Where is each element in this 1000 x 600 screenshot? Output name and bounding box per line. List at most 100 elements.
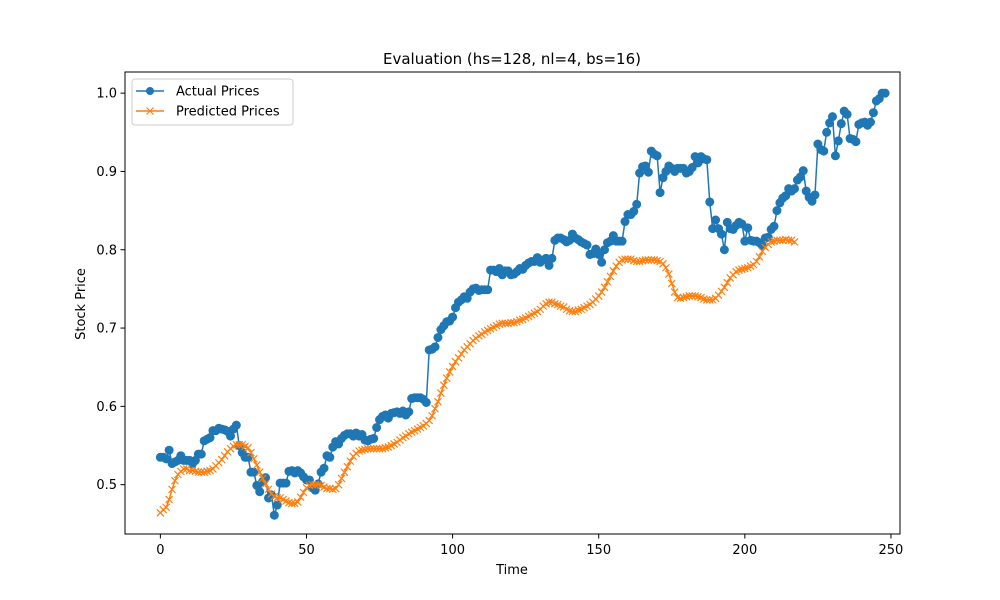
data-point bbox=[609, 266, 618, 275]
x-tick-label: 0 bbox=[156, 543, 164, 558]
data-point bbox=[643, 167, 653, 177]
data-point bbox=[664, 270, 673, 278]
data-point bbox=[287, 499, 296, 508]
data-point bbox=[763, 232, 773, 242]
data-point bbox=[442, 374, 451, 383]
x-tick-label: 50 bbox=[298, 543, 315, 558]
data-point bbox=[231, 420, 241, 430]
data-point bbox=[161, 454, 171, 464]
data-point bbox=[582, 240, 592, 250]
data-point bbox=[819, 146, 829, 156]
data-point bbox=[372, 423, 382, 433]
data-point bbox=[836, 119, 846, 129]
data-point bbox=[868, 108, 878, 118]
data-point bbox=[705, 295, 714, 304]
data-point bbox=[644, 256, 653, 264]
y-tick-label: 1.0 bbox=[96, 87, 117, 102]
data-point bbox=[702, 155, 712, 165]
data-point bbox=[650, 256, 659, 264]
data-point bbox=[448, 362, 457, 371]
data-point bbox=[334, 480, 343, 489]
x-tick-label: 100 bbox=[440, 543, 465, 558]
data-point bbox=[621, 255, 629, 264]
data-point bbox=[661, 263, 670, 272]
data-point bbox=[740, 264, 749, 273]
data-point bbox=[606, 272, 615, 281]
y-axis-label: Stock Price bbox=[74, 268, 89, 340]
data-point bbox=[308, 480, 317, 489]
plot-area bbox=[124, 71, 901, 535]
data-point bbox=[337, 474, 346, 483]
data-point bbox=[600, 283, 609, 292]
data-point bbox=[244, 443, 252, 452]
data-point bbox=[314, 480, 323, 489]
data-point bbox=[369, 444, 378, 453]
data-point bbox=[346, 457, 355, 466]
legend-marker bbox=[146, 107, 154, 115]
data-point bbox=[255, 487, 265, 497]
data-point bbox=[723, 278, 732, 287]
data-point bbox=[343, 462, 352, 471]
legend: Actual Prices Predicted Prices bbox=[131, 78, 294, 126]
data-point bbox=[498, 319, 507, 328]
data-point bbox=[755, 252, 764, 261]
data-point bbox=[790, 237, 799, 246]
data-point bbox=[366, 444, 375, 453]
data-point bbox=[667, 279, 676, 288]
y-tick-label: 0.5 bbox=[96, 478, 117, 493]
data-point bbox=[281, 478, 291, 488]
data-point bbox=[752, 257, 761, 266]
data-point bbox=[264, 485, 273, 494]
data-point bbox=[430, 342, 440, 352]
data-point bbox=[594, 249, 604, 259]
data-point bbox=[304, 475, 314, 485]
data-point bbox=[711, 215, 721, 225]
data-point bbox=[439, 381, 448, 390]
data-point bbox=[827, 112, 837, 122]
data-point bbox=[694, 292, 702, 301]
x-axis-label: Time bbox=[495, 563, 528, 578]
data-point bbox=[719, 245, 729, 255]
legend-item-actual-prices: Actual Prices bbox=[136, 85, 260, 100]
data-point bbox=[249, 454, 258, 463]
data-point bbox=[641, 256, 650, 264]
data-point bbox=[165, 495, 174, 504]
data-point bbox=[635, 257, 644, 266]
data-point bbox=[624, 255, 632, 264]
data-point bbox=[865, 117, 875, 127]
data-point bbox=[720, 283, 729, 292]
data-point bbox=[296, 493, 305, 502]
data-point bbox=[632, 199, 642, 209]
data-point bbox=[457, 349, 466, 358]
y-tick-label: 0.6 bbox=[96, 400, 117, 415]
data-point bbox=[735, 266, 743, 275]
data-point bbox=[168, 485, 176, 494]
data-point bbox=[659, 259, 667, 268]
data-point bbox=[162, 503, 171, 512]
series-actual-prices bbox=[155, 88, 890, 520]
data-point bbox=[679, 293, 688, 302]
data-point bbox=[574, 306, 583, 314]
data-point bbox=[798, 166, 808, 176]
data-point bbox=[880, 88, 890, 98]
plot-frame bbox=[124, 71, 901, 535]
data-point bbox=[434, 397, 442, 406]
x-tick-label: 200 bbox=[732, 543, 757, 558]
data-point bbox=[235, 440, 244, 449]
data-point bbox=[673, 293, 682, 302]
data-point bbox=[319, 463, 329, 473]
data-point bbox=[425, 416, 434, 425]
data-point bbox=[358, 446, 366, 455]
data-point bbox=[702, 295, 711, 304]
data-point bbox=[433, 332, 443, 342]
y-tick-label: 0.7 bbox=[96, 322, 117, 337]
data-point bbox=[261, 479, 270, 488]
data-point bbox=[687, 163, 697, 173]
chart-title: Evaluation (hs=128, nl=4, bs=16) bbox=[383, 50, 641, 68]
data-point bbox=[778, 236, 787, 245]
data-point bbox=[243, 452, 253, 462]
data-point bbox=[217, 455, 226, 464]
data-point bbox=[252, 461, 261, 470]
legend-item-predicted-prices: Predicted Prices bbox=[136, 105, 280, 120]
data-point bbox=[652, 151, 662, 161]
